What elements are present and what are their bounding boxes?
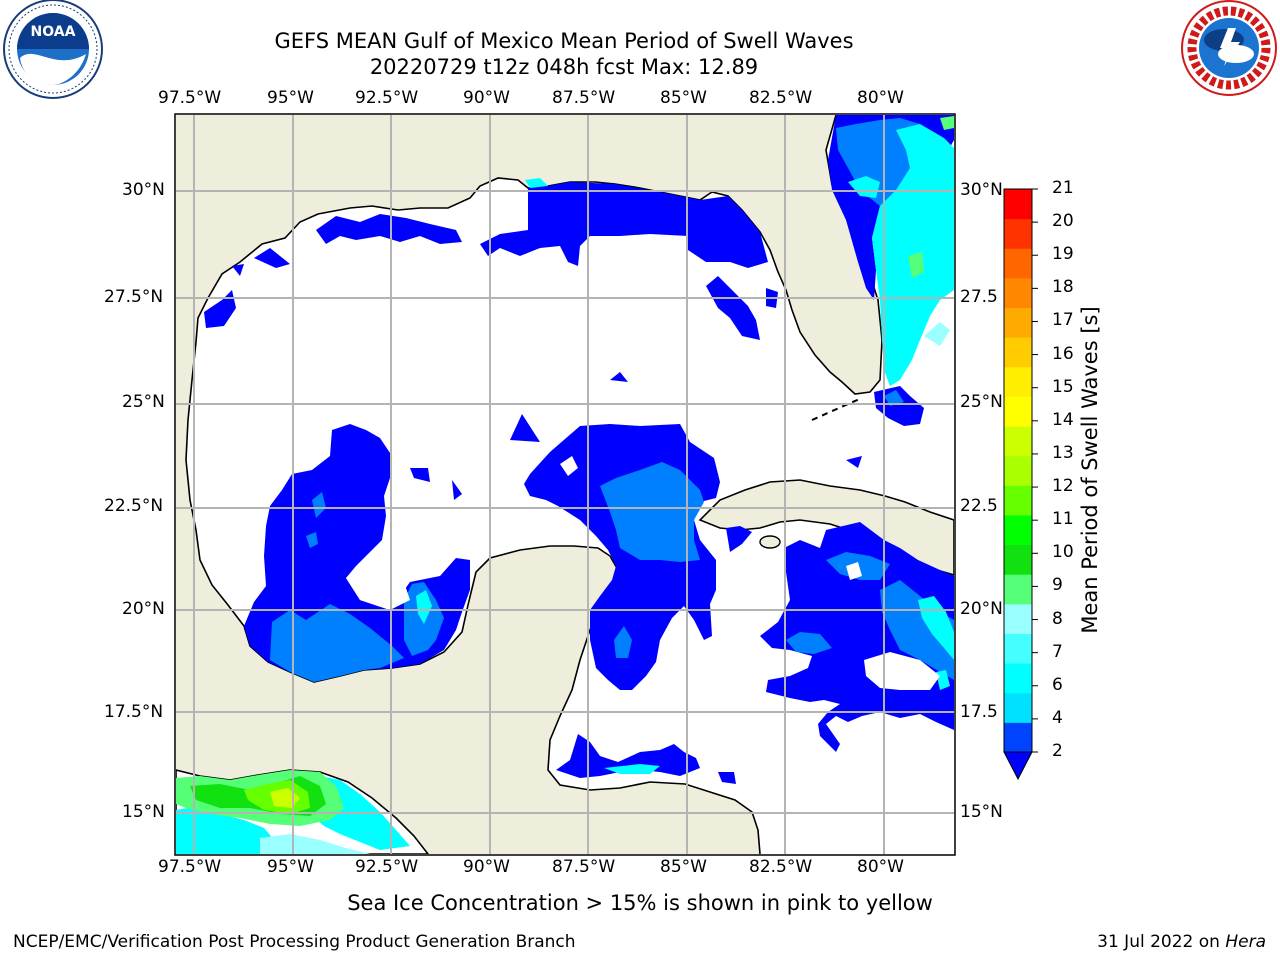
noaa-logo: NOAA: [3, 0, 103, 99]
colorbar-tick-label: 8: [1052, 608, 1063, 629]
footer-date: 31 Jul 2022 on Hera: [1097, 932, 1266, 952]
lat-tick-right-5: 17.5: [960, 702, 998, 722]
lon-tick-bottom-1: 95°W: [267, 857, 314, 877]
lon-tick-top-4: 87.5°W: [552, 88, 616, 108]
colorbar-segment: [1004, 722, 1032, 753]
colorbar-segment: [1004, 218, 1032, 249]
colorbar-tick-label: 10: [1052, 542, 1074, 563]
lat-tick-right-3: 22.5: [960, 496, 998, 516]
lat-tick-left-6: 15°N: [122, 802, 165, 822]
lon-tick-bottom-2: 92.5°W: [355, 857, 419, 877]
lat-tick-right-2: 25°N: [960, 392, 1003, 412]
footer-date-text: 31 Jul 2022 on: [1097, 932, 1226, 952]
lat-tick-right-4: 20°N: [960, 599, 1003, 619]
colorbar-segment: [1004, 248, 1032, 279]
lon-tick-top-5: 85°W: [660, 88, 707, 108]
colorbar-segment: [1004, 396, 1032, 427]
colorbar-tick-label: 14: [1052, 409, 1074, 430]
colorbar-segment: [1004, 663, 1032, 694]
colorbar-segment: [1004, 426, 1032, 457]
lon-tick-bottom-5: 85°W: [660, 857, 707, 877]
colorbar-segment: [1004, 603, 1032, 634]
lon-tick-bottom-6: 82.5°W: [749, 857, 813, 877]
colorbar-segment: [1004, 277, 1032, 309]
lon-tick-bottom-4: 87.5°W: [552, 857, 616, 877]
svg-text:NOAA: NOAA: [31, 24, 76, 40]
colorbar-segment: [1004, 485, 1032, 516]
land-cuba: [698, 479, 954, 576]
lat-tick-right-6: 15°N: [960, 802, 1003, 822]
nws-logo: [1181, 0, 1277, 96]
lon-tick-bottom-3: 90°W: [463, 857, 510, 877]
lat-tick-left-2: 25°N: [122, 392, 165, 412]
colorbar-tick-label: 19: [1052, 244, 1074, 265]
colorbar-segment: [1004, 366, 1032, 397]
lat-tick-right-1: 27.5: [960, 287, 998, 307]
sea-ice-note: Sea Ice Concentration > 15% is shown in …: [347, 891, 933, 915]
colorbar-tick-label: 13: [1052, 442, 1074, 463]
lon-tick-top-3: 90°W: [463, 88, 510, 108]
colorbar-tick-label: 16: [1052, 343, 1074, 364]
lat-tick-left-3: 22.5°N: [104, 496, 164, 516]
colorbar-tick-label: 15: [1052, 376, 1074, 397]
colorbar-segment: [1004, 337, 1032, 368]
lon-tick-top-2: 92.5°W: [355, 88, 419, 108]
footer-branch: NCEP/EMC/Verification Post Processing Pr…: [13, 932, 576, 952]
colorbar-tick-label: 2: [1052, 741, 1063, 761]
colorbar-segment: [1004, 574, 1032, 605]
colorbar: [1003, 188, 1038, 781]
field-4-6s: [270, 118, 954, 682]
colorbar-segment: [1004, 514, 1032, 546]
colorbar-tick-label: 4: [1052, 707, 1063, 728]
colorbar-extend-arrow: [1003, 751, 1033, 781]
lon-tick-top-7: 80°W: [857, 88, 904, 108]
colorbar-tick-label: 7: [1052, 641, 1063, 662]
colorbar-label: Mean Period of Swell Waves [s]: [1078, 306, 1102, 633]
lon-tick-top-6: 82.5°W: [749, 88, 813, 108]
lat-tick-right-0: 30°N: [960, 180, 1003, 200]
colorbar-segment: [1004, 307, 1032, 338]
lon-tick-bottom-7: 80°W: [857, 857, 904, 877]
lat-tick-left-1: 27.5°N: [104, 287, 164, 307]
chart-title: GEFS MEAN Gulf of Mexico Mean Period of …: [274, 29, 854, 53]
colorbar-tick-label: 20: [1052, 211, 1074, 232]
graticule: [176, 115, 954, 854]
lat-tick-left-4: 20°N: [122, 599, 165, 619]
colorbar-segment: [1004, 544, 1032, 575]
colorbar-tick-label: 11: [1052, 509, 1074, 530]
map-area: [176, 115, 954, 854]
colorbar-tick-label: 17: [1052, 310, 1074, 331]
lat-tick-left-5: 17.5°N: [104, 702, 164, 722]
map-frame: [174, 113, 956, 856]
chart-subtitle: 20220729 t12z 048h fcst Max: 12.89: [369, 55, 759, 79]
colorbar-segment: [1004, 692, 1032, 723]
colorbar-tick-label: 6: [1052, 674, 1063, 695]
colorbar-tick-label: 18: [1052, 277, 1074, 298]
lon-tick-bottom-0: 97.5°W: [158, 857, 222, 877]
field-8-9s: [260, 322, 950, 854]
footer-host: Hera: [1225, 932, 1266, 952]
lat-tick-left-0: 30°N: [122, 180, 165, 200]
lon-tick-top-0: 97.5°W: [158, 88, 222, 108]
colorbar-tick-label: 12: [1052, 476, 1074, 497]
colorbar-tick-label: 9: [1052, 575, 1063, 596]
lon-tick-top-1: 95°W: [267, 88, 314, 108]
colorbar-segment: [1004, 633, 1032, 664]
colorbar-segment: [1004, 189, 1032, 220]
colorbar-tick-label: 21: [1052, 178, 1074, 198]
colorbar-segment: [1004, 455, 1032, 486]
